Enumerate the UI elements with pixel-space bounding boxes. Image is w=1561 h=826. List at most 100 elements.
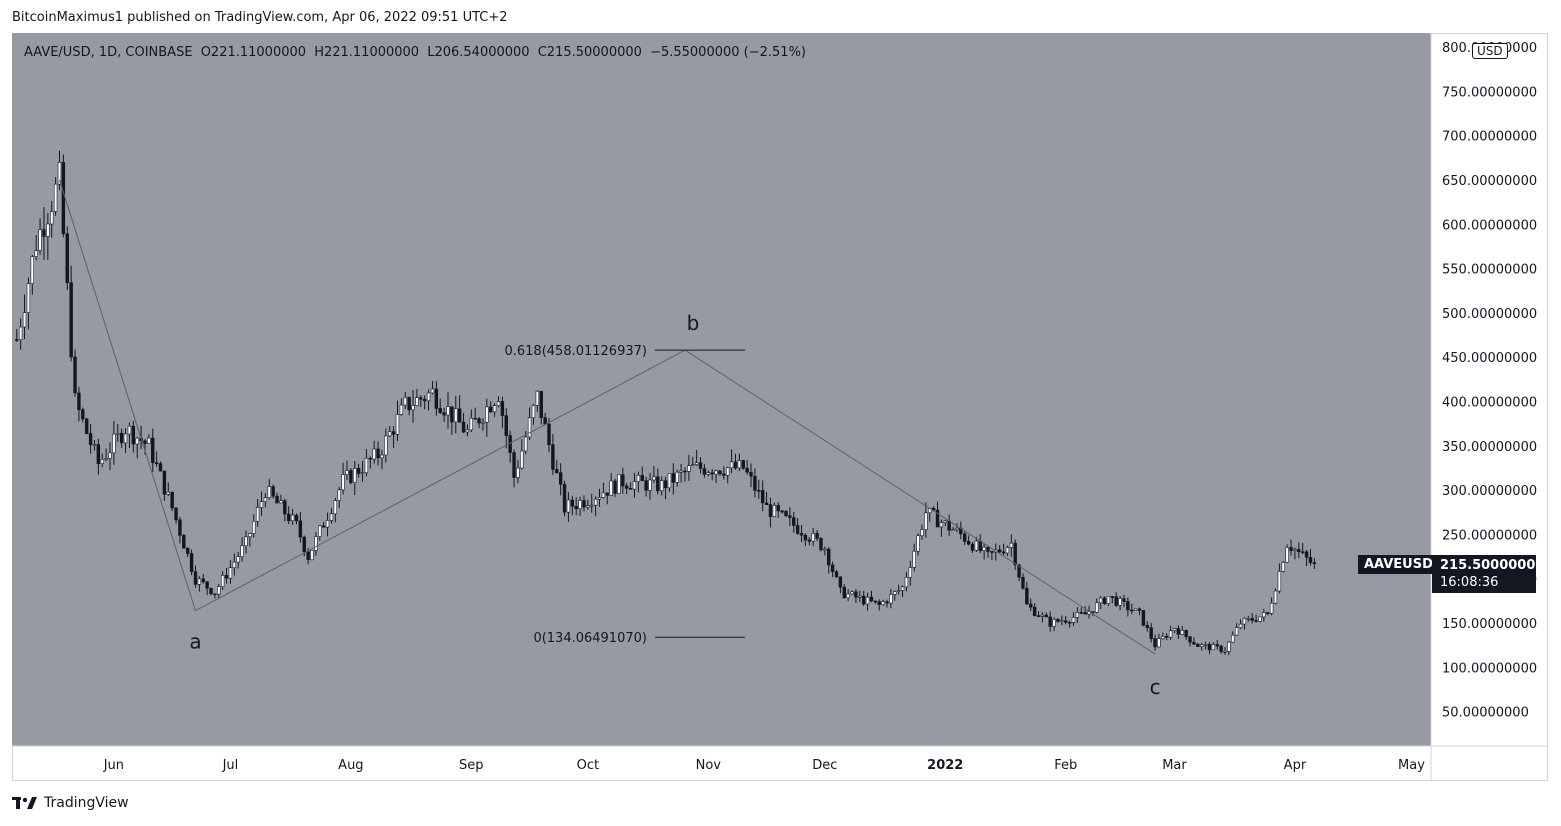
legend-open: O221.11000000 [200, 45, 307, 60]
candle-body [162, 470, 167, 495]
candle-body [1219, 645, 1223, 652]
candle-body [465, 429, 470, 433]
bar-countdown: 16:08:36 [1440, 575, 1499, 590]
legend-change: −5.55000000 (−2.51%) [650, 45, 806, 60]
candle-body [939, 522, 944, 528]
candle-body [1009, 542, 1014, 548]
candle-body [1234, 627, 1239, 636]
candle-body [710, 472, 714, 475]
candle-body [523, 436, 528, 452]
candle-body [252, 520, 256, 534]
candle-body [659, 480, 664, 492]
candle-body [1032, 606, 1037, 616]
candle-body [1083, 612, 1087, 615]
candle-body [411, 405, 415, 411]
wave-c-label: c [1150, 675, 1161, 699]
footer-brand[interactable]: TradingView [12, 795, 129, 811]
candle-body [1110, 596, 1115, 598]
candle-body [753, 475, 757, 491]
candle-body [244, 536, 248, 546]
candle-body [555, 469, 559, 473]
price-chart[interactable]: 0.618(458.01126937)0(134.06491070)abc 80… [12, 33, 1548, 781]
price-tick-label: 50.00000000 [1442, 706, 1529, 721]
candle-body [108, 452, 112, 459]
candle-body [174, 507, 178, 521]
candle-body [601, 492, 606, 498]
candle-body [364, 457, 369, 474]
price-tick-label: 750.00000000 [1442, 85, 1537, 100]
candle-body [1029, 603, 1033, 608]
candle-body [1250, 618, 1254, 621]
candle-body [1312, 562, 1317, 565]
candle-body [1106, 596, 1111, 604]
candle-body [792, 517, 796, 526]
candle-body [558, 472, 563, 485]
candle-body [1122, 598, 1126, 602]
candle-body [186, 547, 190, 554]
price-axis[interactable]: 800.00000000750.00000000700.00000000650.… [1442, 41, 1537, 721]
plot-area[interactable] [12, 33, 1431, 746]
candle-body [201, 578, 205, 583]
candle-body [625, 485, 629, 489]
candle-body [302, 536, 306, 553]
candle-body [1157, 638, 1161, 648]
last-price-badge: 215.50000000 16:08:36 [1432, 555, 1544, 593]
candle-body [116, 432, 120, 435]
candle-body [1048, 616, 1052, 627]
candle-body [516, 467, 520, 478]
candle-body [446, 406, 450, 416]
candle-body [376, 448, 380, 459]
candle-body [197, 578, 202, 585]
candle-body [1196, 643, 1200, 647]
candle-body [248, 533, 252, 538]
candle-body [698, 462, 703, 469]
candle-body [1192, 641, 1196, 645]
candle-body [1021, 576, 1025, 589]
candle-body [605, 492, 609, 496]
candle-body [597, 497, 602, 500]
candle-body [535, 390, 540, 406]
candle-body [166, 491, 170, 495]
candle-body [46, 223, 50, 237]
candle-body [904, 577, 909, 588]
candle-body [531, 405, 536, 419]
candle-body [900, 586, 905, 591]
currency-label[interactable]: USD [1472, 43, 1508, 59]
symbol-badge: AAVEUSD [1358, 555, 1439, 574]
candle-body [951, 529, 955, 532]
time-axis[interactable]: Jun Jul Aug Sep Oct Nov Dec 2022 Feb Mar Apr May [103, 758, 1425, 773]
candle-body [310, 550, 314, 561]
candle-body [123, 433, 128, 444]
candle-body [586, 505, 590, 508]
candle-body [349, 470, 353, 483]
candle-body [430, 388, 435, 394]
candle-body [473, 417, 477, 420]
candle-body [1079, 612, 1083, 614]
candle-body [935, 509, 940, 528]
candle-body [819, 537, 823, 551]
price-tick-label: 700.00000000 [1442, 130, 1537, 145]
candle-body [885, 601, 889, 604]
candle-body [807, 539, 812, 542]
candle-body [255, 507, 260, 522]
candle-body [325, 520, 330, 528]
candle-body [1207, 644, 1212, 651]
candle-body [889, 594, 893, 604]
candle-body [182, 535, 186, 549]
candle-body [1231, 634, 1235, 643]
candle-body [795, 525, 800, 534]
legend-low: L206.54000000 [427, 45, 530, 60]
candle-body [1153, 638, 1157, 648]
candle-body [706, 472, 710, 475]
candle-body [318, 525, 322, 537]
candle-body [830, 564, 835, 572]
candle-body [279, 500, 283, 504]
legend-high: H221.11000000 [314, 45, 420, 60]
candle-body [477, 418, 481, 424]
candle-body [683, 470, 687, 473]
candle-body [760, 490, 765, 504]
candle-body [679, 470, 683, 473]
candle-body [543, 417, 547, 425]
price-tick-label: 500.00000000 [1442, 307, 1537, 322]
time-tick-label: Feb [1054, 758, 1077, 773]
